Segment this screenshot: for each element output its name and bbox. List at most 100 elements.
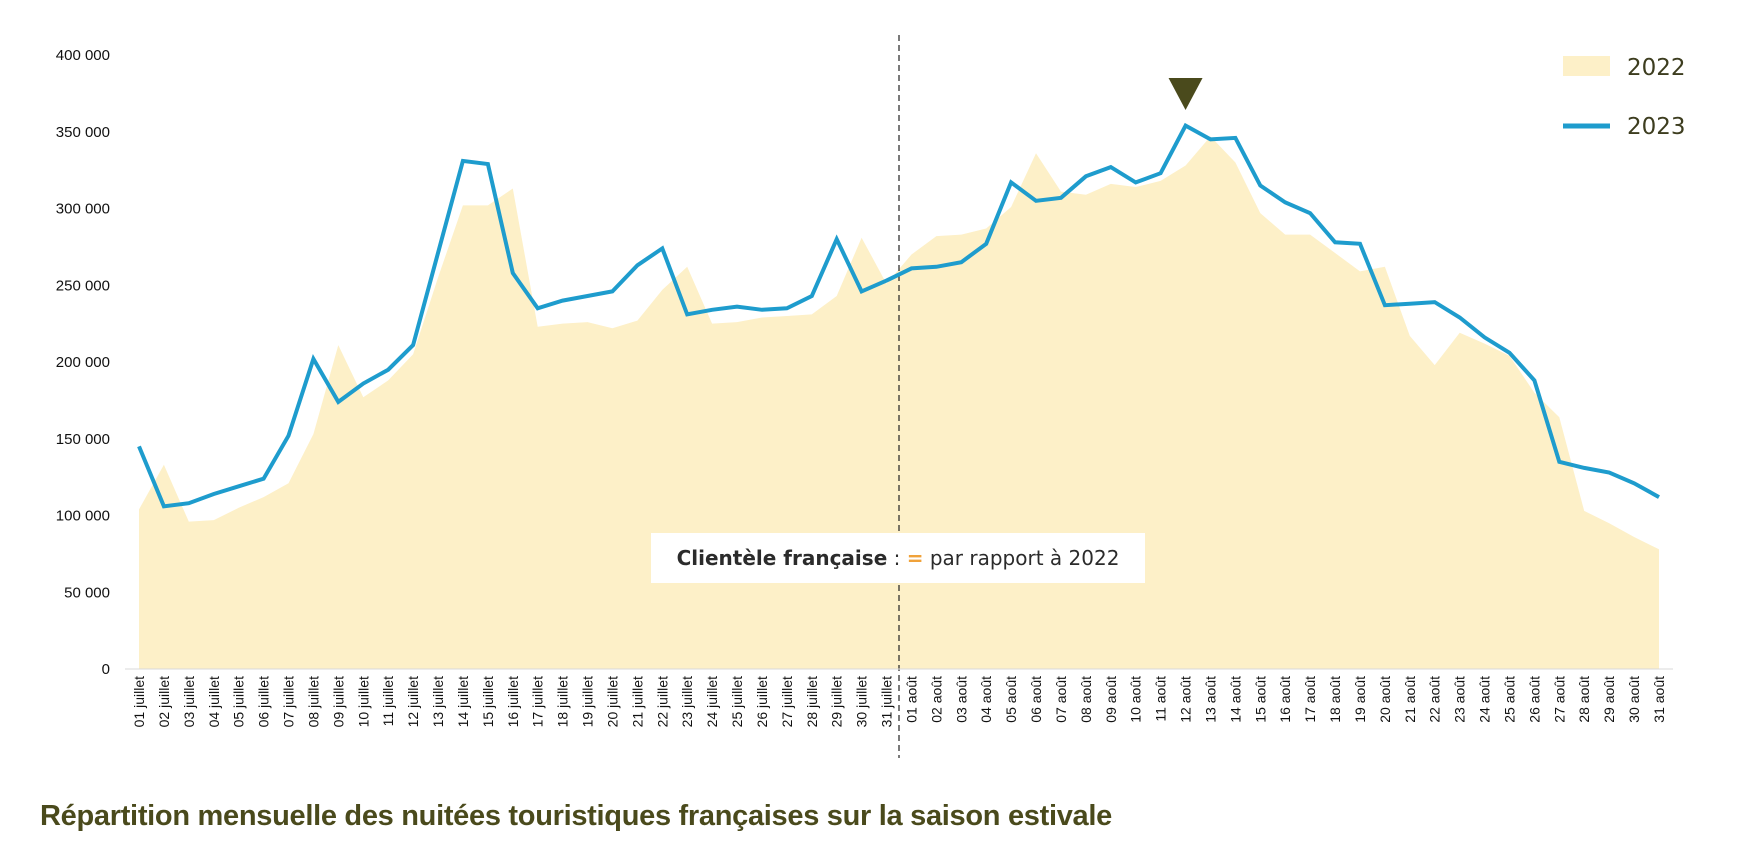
x-tick-label: 27 août (1551, 676, 1567, 723)
series-2023-point (1308, 211, 1312, 215)
x-tick-label: 30 juillet (854, 676, 870, 727)
y-axis: 0 50 000 100 000 150 000 200 000 250 000 300 0… (56, 47, 110, 678)
x-tick-label: 01 août (904, 676, 920, 723)
x-tick-label: 16 août (1277, 676, 1293, 723)
y-tick-label: 150 000 (56, 431, 110, 448)
series-2023-point (785, 306, 789, 310)
x-tick-label: 26 juillet (754, 676, 770, 727)
series-2023-point (237, 484, 241, 488)
series-2023-point (810, 294, 814, 298)
series-2023-point (1233, 136, 1237, 140)
x-tick-label: 19 août (1352, 676, 1368, 723)
series-2023-line (137, 122, 1660, 509)
series-2023-point (1059, 196, 1063, 200)
series-2023-point (1258, 184, 1262, 188)
x-tick-label: 05 juillet (231, 676, 247, 727)
x-tick-label: 29 août (1601, 676, 1617, 723)
series-2023-point (536, 306, 540, 310)
x-tick-label: 02 août (928, 676, 944, 723)
series-2023-point (1109, 165, 1113, 169)
x-tick-label: 21 août (1402, 676, 1418, 723)
x-tick-label: 09 juillet (330, 676, 346, 727)
x-tick-label: 12 août (1178, 676, 1194, 723)
series-2023-point (561, 299, 565, 303)
x-tick-label: 04 août (978, 676, 994, 723)
x-tick-label: 23 août (1452, 676, 1468, 723)
series-2023-point (486, 162, 490, 166)
x-tick-label: 11 juillet (380, 676, 396, 726)
x-tick-label: 28 août (1576, 676, 1592, 723)
series-2023-point (1408, 302, 1412, 306)
series-2023-point (1383, 303, 1387, 307)
x-tick-label: 31 août (1651, 676, 1667, 723)
series-2023-point (1557, 460, 1561, 464)
series-2023-point (1034, 199, 1038, 203)
annotation-bold: Clientèle française (676, 546, 888, 570)
x-tick-label: 14 août (1227, 676, 1243, 723)
x-tick-label: 07 août (1053, 676, 1069, 723)
y-tick-label: 200 000 (56, 354, 110, 371)
x-tick-label: 31 juillet (879, 676, 895, 727)
y-tick-label: 400 000 (56, 47, 110, 64)
series-2023-point (959, 260, 963, 264)
series-2023-point (411, 343, 415, 347)
series-2023-point (586, 294, 590, 298)
annotation-box: Clientèle française : = par rapport à 20… (651, 533, 1145, 583)
series-2023-point (1358, 242, 1362, 246)
series-2023-point (1657, 495, 1661, 499)
x-tick-label: 10 juillet (355, 676, 371, 727)
x-tick-label: 07 juillet (281, 676, 297, 727)
x-tick-label: 13 juillet (430, 676, 446, 727)
x-tick-label: 03 juillet (181, 676, 197, 727)
x-tick-label: 04 juillet (206, 676, 222, 727)
x-tick-label: 09 août (1103, 676, 1119, 723)
series-2023-point (860, 289, 864, 293)
y-tick-label: 300 000 (56, 201, 110, 218)
y-tick-label: 50 000 (64, 584, 110, 601)
series-2023-point (1333, 240, 1337, 244)
series-2023-point (1458, 316, 1462, 320)
x-tick-label: 15 août (1252, 676, 1268, 723)
legend-label-2023: 2023 (1627, 114, 1686, 140)
series-2023-point (1184, 124, 1188, 128)
series-2023-point (187, 501, 191, 505)
series-2023-point (910, 266, 914, 270)
series-2023-point (710, 308, 714, 312)
series-2023-point (436, 251, 440, 255)
series-2023-point (610, 289, 614, 293)
x-tick-label: 15 juillet (480, 676, 496, 727)
x-tick-label: 08 juillet (305, 676, 321, 727)
series-2023-point (635, 263, 639, 267)
chart-caption: Répartition mensuelle des nuitées touris… (40, 800, 1112, 832)
series-2023-point (461, 159, 465, 163)
x-tick-label: 25 juillet (729, 676, 745, 727)
x-tick-label: 18 août (1327, 676, 1343, 723)
x-tick-label: 13 août (1203, 676, 1219, 723)
series-2023-point (1283, 200, 1287, 204)
x-tick-label: 17 août (1302, 676, 1318, 723)
series-2023-point (1433, 300, 1437, 304)
x-tick-label: 28 juillet (804, 676, 820, 727)
series-2023-point (1009, 180, 1013, 184)
annotation-separator: : (887, 546, 907, 570)
series-2023-point (262, 477, 266, 481)
x-tick-label: 08 août (1078, 676, 1094, 723)
series-2023-point (1582, 466, 1586, 470)
x-tick-label: 12 juillet (405, 676, 421, 727)
series-2023-point (287, 434, 291, 438)
series-2023-point (1159, 171, 1163, 175)
legend-swatch-2022 (1563, 56, 1610, 76)
x-tick-label: 11 août (1153, 676, 1169, 722)
series-2023-point (1532, 378, 1536, 382)
series-2023-point (934, 265, 938, 269)
x-tick-label: 24 juillet (704, 676, 720, 727)
series-2023-point (1084, 174, 1088, 178)
series-2023-point (137, 444, 141, 448)
series-2023-point (212, 492, 216, 496)
peak-marker-triangle (1168, 78, 1203, 110)
x-tick-label: 05 août (1003, 676, 1019, 723)
x-tick-label: 24 août (1477, 676, 1493, 723)
x-tick-label: 18 juillet (555, 676, 571, 727)
x-tick-label: 23 juillet (679, 676, 695, 727)
x-tick-label: 22 juillet (654, 676, 670, 727)
